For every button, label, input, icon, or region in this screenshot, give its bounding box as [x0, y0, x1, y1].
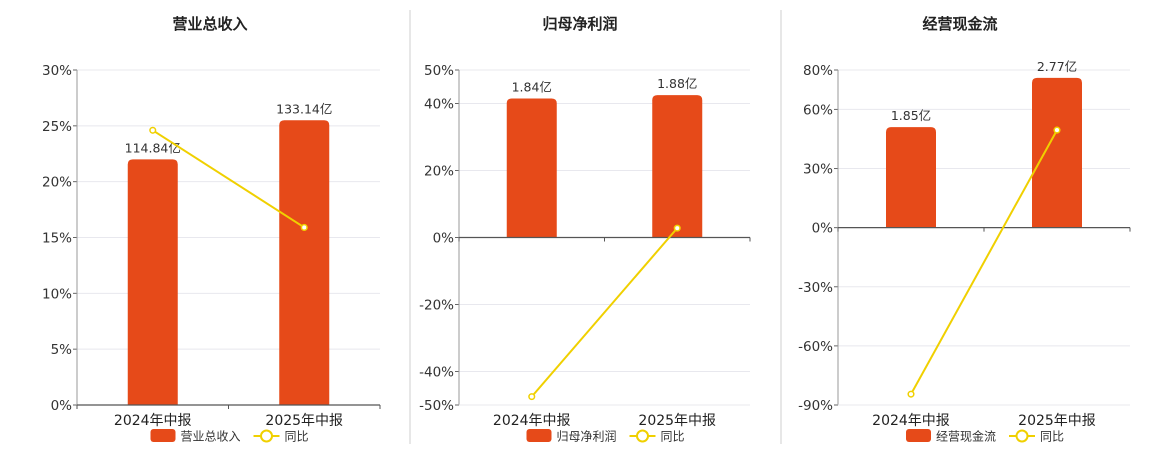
line-series-yoy — [152, 129, 305, 229]
y-tick-label: 30% — [803, 162, 833, 178]
legend-swatch-marker — [636, 429, 649, 443]
legend-label-bar[interactable]: 归母净利润 — [557, 430, 617, 444]
legend-label-line[interactable]: 同比 — [661, 430, 685, 444]
chart-title: 归母净利润 — [542, 15, 617, 33]
legend-swatch-marker — [260, 429, 273, 443]
chart-title: 营业总收入 — [172, 15, 247, 33]
y-tick-label: -90% — [798, 398, 833, 414]
line-point-1 — [149, 126, 157, 134]
line-series-yoy — [530, 227, 679, 398]
bar-1 — [127, 159, 178, 405]
line-series-yoy — [910, 129, 1058, 395]
y-tick-label: 80% — [803, 63, 833, 79]
y-tick-label: -20% — [419, 298, 454, 314]
bar-value-label: 133.14亿 — [276, 101, 332, 116]
bar-value-label: 1.84亿 — [512, 79, 552, 94]
line-point-2 — [673, 224, 681, 232]
y-tick-label: 0% — [433, 231, 455, 247]
chart-panel-1: 营业总收入 0% 5% 10% 15% 20% 25% 30% 114.84亿 133.14亿 20… — [42, 15, 381, 444]
line-point-2 — [1053, 126, 1061, 134]
x-tick-label: 2025年中报 — [1018, 413, 1096, 429]
legend-label-line[interactable]: 同比 — [285, 430, 309, 444]
y-tick-label: 15% — [42, 231, 72, 247]
y-tick-label: 5% — [51, 342, 73, 358]
bar-value-label: 114.84亿 — [125, 140, 181, 155]
chart-panel-3: 经营现金流 80% 60% 30% 0% -30% -60% -90% 1.85亿 2.77亿 20… — [798, 15, 1131, 444]
y-tick-label: 0% — [812, 221, 834, 237]
legend-label-bar[interactable]: 经营现金流 — [936, 429, 996, 444]
y-tick-label: -30% — [798, 280, 833, 296]
bar-2 — [1032, 77, 1082, 228]
y-tick-label: 40% — [424, 97, 454, 113]
line-point-2 — [300, 223, 308, 231]
y-tick-label: 30% — [42, 63, 72, 79]
legend-swatch-bar — [150, 429, 176, 442]
y-tick-label: 20% — [424, 164, 454, 180]
y-tick-label: -40% — [419, 365, 454, 381]
bar-value-label: 1.88亿 — [657, 76, 697, 91]
legend-swatch-bar — [906, 429, 931, 442]
y-tick-label: -60% — [798, 339, 833, 355]
legend-swatch-bar — [526, 429, 552, 442]
bar-value-label: 1.85亿 — [891, 108, 931, 123]
chart-title: 经营现金流 — [922, 15, 997, 33]
y-tick-label: 10% — [42, 286, 72, 302]
x-tick-label: 2025年中报 — [265, 413, 343, 429]
bar-1 — [886, 127, 936, 228]
x-tick-label: 2024年中报 — [493, 413, 571, 429]
bar-2 — [652, 95, 703, 238]
x-tick-label: 2024年中报 — [114, 413, 192, 429]
legend-label-bar[interactable]: 营业总收入 — [181, 430, 241, 444]
line-point-1 — [907, 390, 915, 398]
y-tick-label: 25% — [42, 119, 72, 135]
y-tick-label: 20% — [42, 175, 72, 191]
line-point-1 — [528, 393, 536, 401]
y-tick-label: 0% — [51, 398, 73, 414]
bar-2 — [279, 120, 330, 405]
chart-panel-2: 归母净利润 50% 40% 20% 0% -20% -40% -50% 1.84亿 1.88亿 20… — [419, 15, 751, 444]
x-tick-label: 2024年中报 — [872, 413, 950, 429]
y-tick-label: 50% — [424, 63, 454, 79]
legend-label-line[interactable]: 同比 — [1040, 430, 1064, 444]
y-tick-label: -50% — [419, 398, 454, 414]
bar-value-label: 2.77亿 — [1037, 59, 1077, 74]
y-tick-label: 60% — [803, 102, 833, 118]
legend-swatch-marker — [1015, 429, 1029, 443]
bar-1 — [506, 98, 557, 238]
x-tick-label: 2025年中报 — [638, 413, 716, 429]
